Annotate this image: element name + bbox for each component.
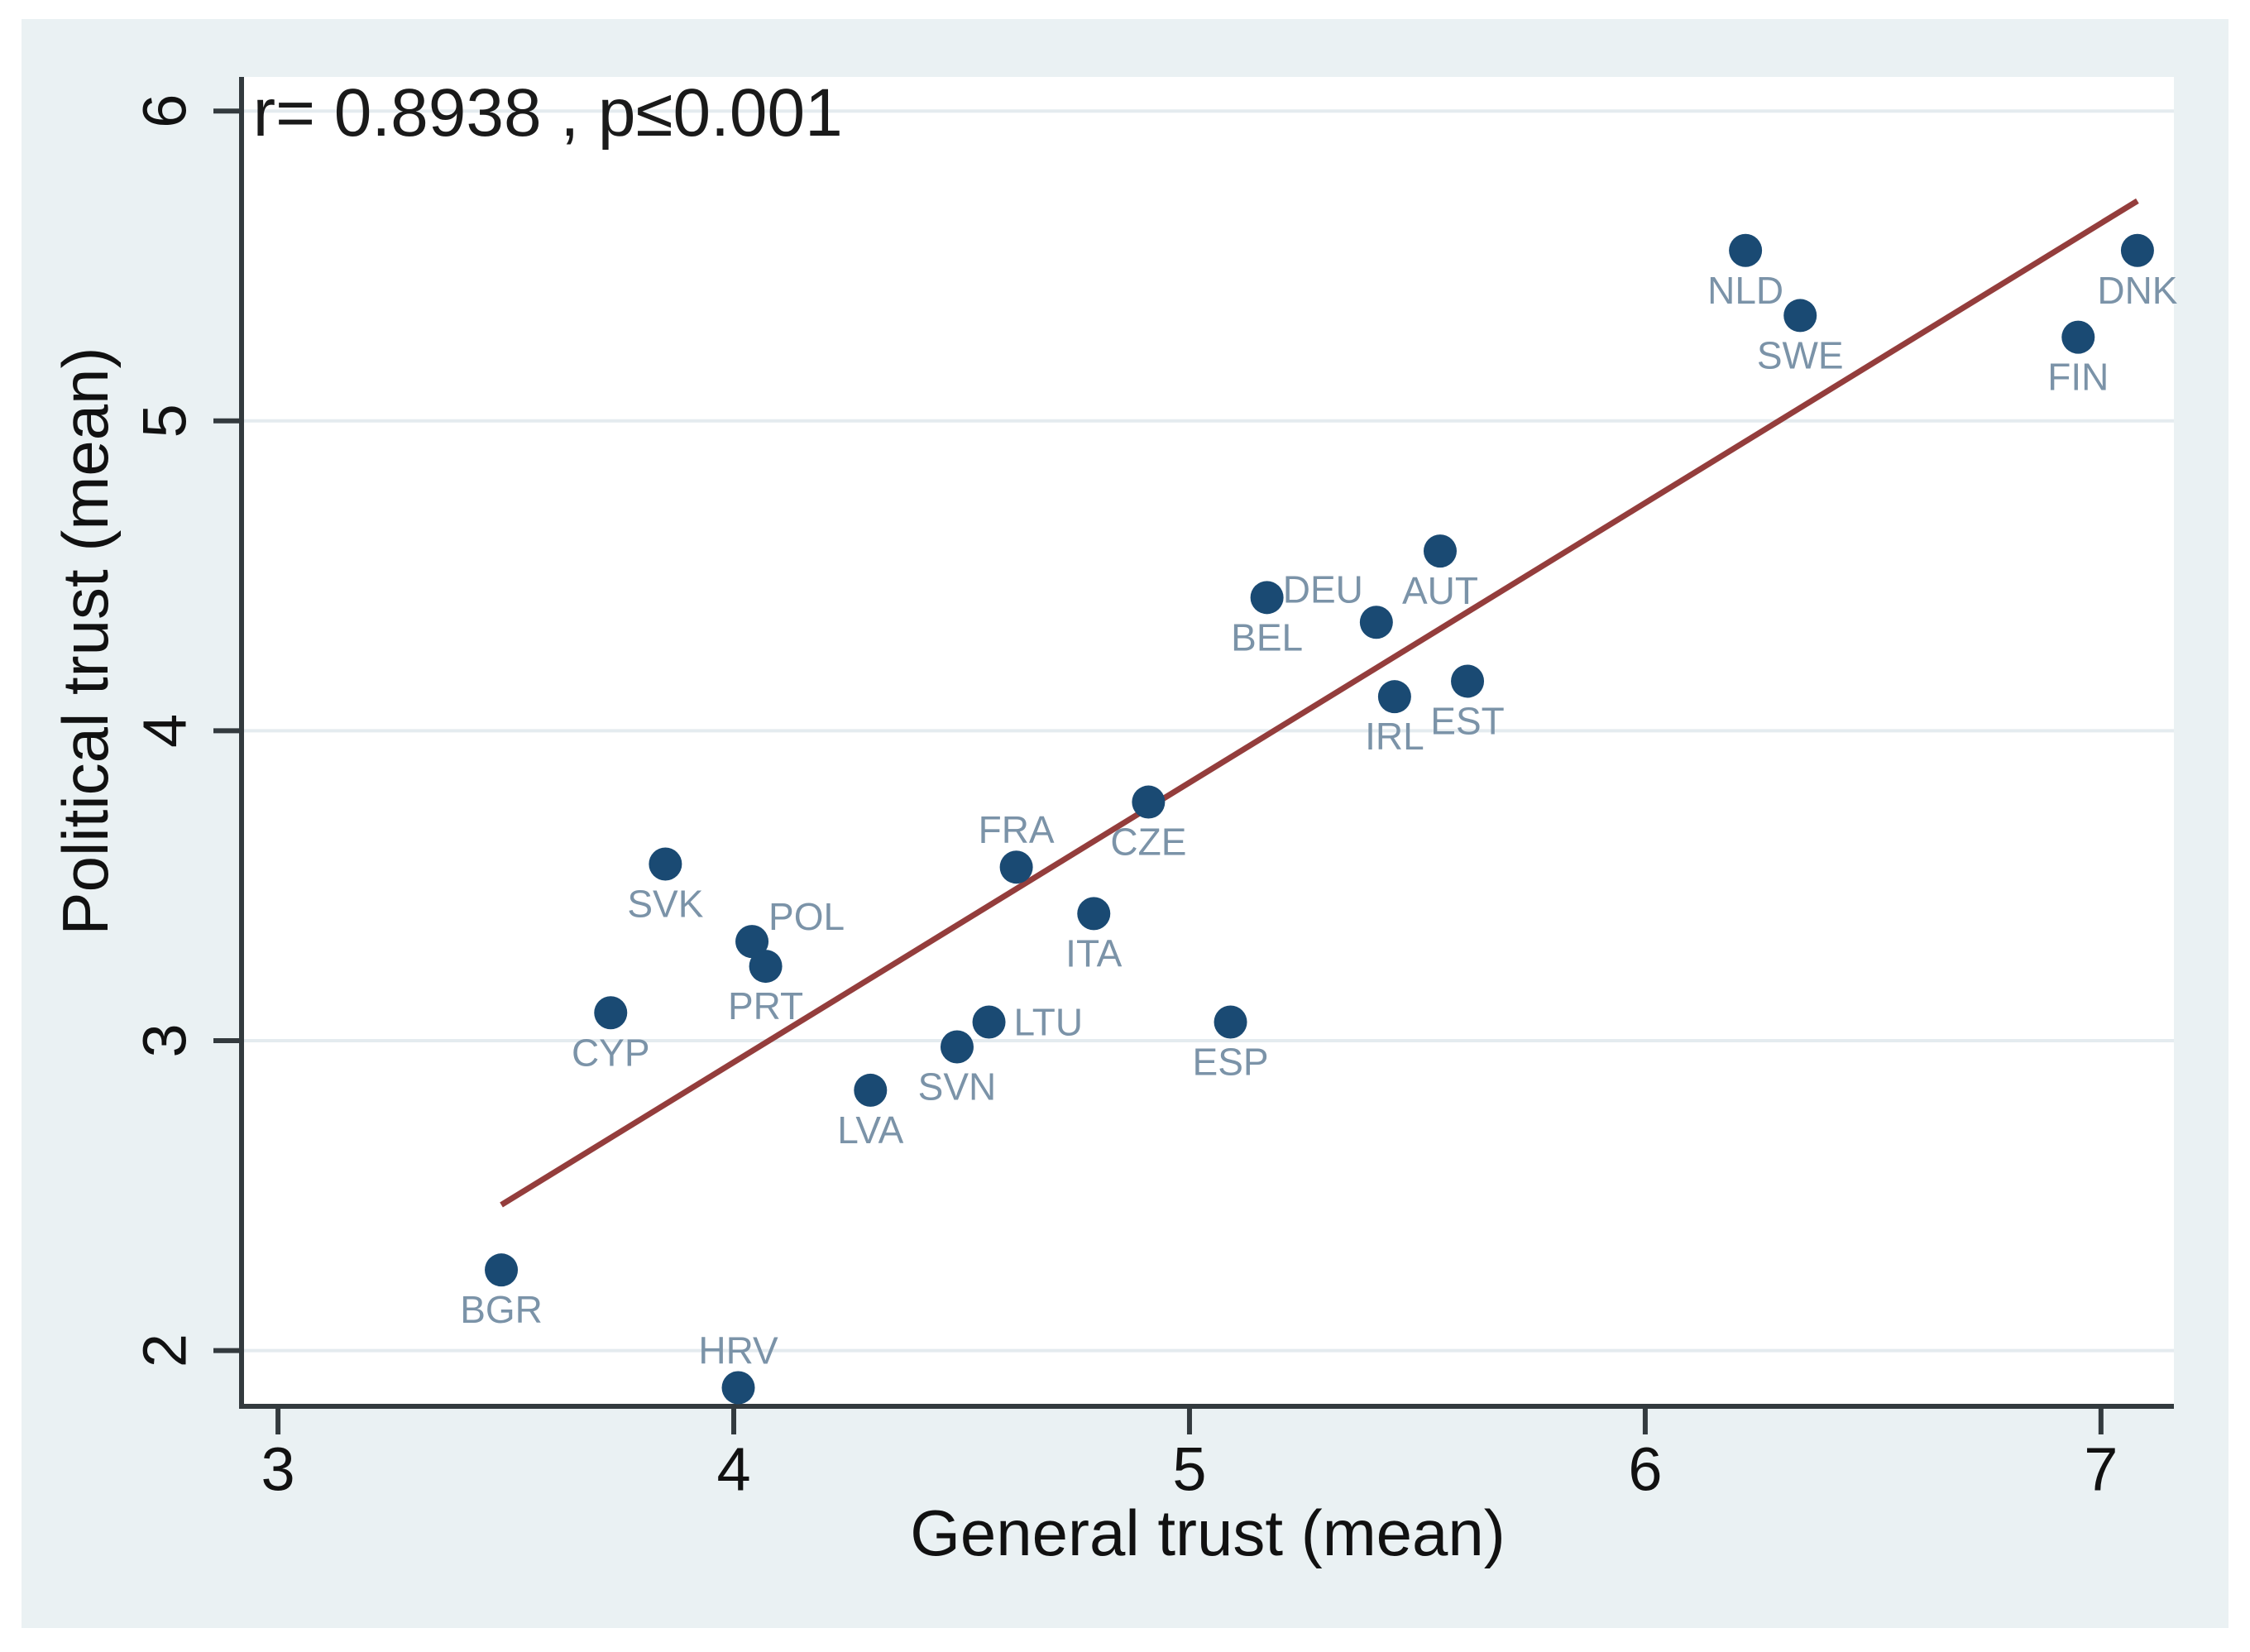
data-point-CYP (594, 996, 628, 1030)
data-point-DNK (2120, 233, 2154, 267)
x-tick-label-4: 4 (716, 1435, 750, 1504)
data-point-ITA (1077, 897, 1111, 931)
x-tick-label-3: 3 (261, 1435, 294, 1504)
data-point-SVN (940, 1030, 974, 1064)
data-point-label-NLD: NLD (1707, 269, 1783, 312)
data-point-label-DNK: DNK (2097, 269, 2177, 312)
data-point-label-ITA: ITA (1065, 931, 1122, 974)
data-point-LTU (972, 1005, 1006, 1039)
fit-line (500, 198, 2139, 1208)
data-point-FRA (999, 850, 1033, 884)
data-point-label-SWE: SWE (1757, 333, 1844, 376)
x-tick-label-5: 5 (1172, 1435, 1206, 1504)
correlation-annotation: r= 0.8938 , p≤0.001 (253, 75, 843, 151)
data-point-label-BEL: BEL (1231, 615, 1303, 658)
data-point-label-BGR: BGR (460, 1288, 543, 1331)
data-point-AUT (1423, 534, 1457, 568)
data-point-label-SVK: SVK (627, 882, 703, 925)
data-point-label-CYP: CYP (572, 1031, 650, 1074)
x-axis-title: General trust (mean) (910, 1496, 1506, 1569)
data-point-label-PRT: PRT (728, 984, 803, 1027)
data-point-label-FRA: FRA (979, 808, 1055, 851)
data-point-SVK (649, 847, 682, 881)
data-point-HRV (721, 1371, 755, 1405)
data-point-ESP (1214, 1005, 1247, 1039)
y-tick-label-6: 6 (131, 94, 199, 128)
data-point-BEL (1250, 581, 1284, 615)
data-point-label-POL: POL (768, 895, 845, 938)
x-tick-label-7: 7 (2084, 1435, 2118, 1504)
data-point-DEU (1359, 606, 1393, 639)
data-point-CZE (1132, 785, 1166, 819)
data-point-FIN (2061, 320, 2095, 354)
data-point-label-ESP: ESP (1193, 1041, 1269, 1084)
y-tick-label-3: 3 (131, 1023, 199, 1057)
plot-area (242, 77, 2174, 1406)
data-point-LVA (854, 1073, 888, 1107)
data-point-label-CZE: CZE (1110, 821, 1186, 864)
data-point-label-FIN: FIN (2047, 356, 2109, 399)
data-point-label-AUT: AUT (1402, 569, 1478, 612)
data-point-label-EST: EST (1430, 699, 1504, 742)
y-tick-label-4: 4 (131, 714, 199, 748)
data-point-POL (735, 925, 769, 959)
x-tick-label-6: 6 (1628, 1435, 1662, 1504)
y-tick-label-5: 5 (131, 404, 199, 438)
data-point-label-IRL: IRL (1365, 715, 1424, 758)
data-point-label-HRV: HRV (698, 1329, 778, 1372)
data-point-SWE (1783, 299, 1817, 333)
data-point-label-LVA: LVA (837, 1109, 903, 1152)
data-point-label-LTU: LTU (1014, 1001, 1084, 1044)
data-point-BGR (485, 1253, 519, 1287)
y-axis-title: Political trust (mean) (49, 347, 122, 936)
data-point-PRT (749, 950, 783, 984)
data-point-label-DEU: DEU (1283, 567, 1363, 611)
data-point-IRL (1377, 680, 1411, 714)
data-point-EST (1451, 664, 1485, 698)
data-point-label-SVN: SVN (918, 1065, 997, 1108)
y-tick-label-2: 2 (131, 1334, 199, 1367)
data-point-NLD (1729, 233, 1763, 267)
